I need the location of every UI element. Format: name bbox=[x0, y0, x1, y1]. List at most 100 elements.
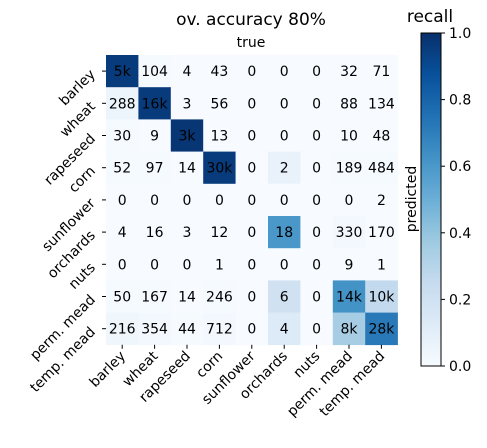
heatmap-cell bbox=[170, 119, 204, 152]
cell-value-label: 0 bbox=[280, 64, 289, 80]
heatmap-cell bbox=[300, 216, 334, 249]
colorbar-tick-label: 1.0 bbox=[449, 26, 471, 42]
heatmap-cell bbox=[106, 280, 139, 313]
x-tick-label: barley bbox=[87, 348, 129, 390]
heatmap-cell bbox=[235, 151, 269, 185]
cell-value-label: 30 bbox=[113, 129, 131, 145]
cell-value-label: 50 bbox=[113, 290, 131, 306]
heatmap-cell bbox=[268, 87, 301, 120]
heatmap-cell bbox=[365, 280, 398, 313]
colorbar-tick-label: 0.6 bbox=[449, 159, 471, 175]
heatmap-cell bbox=[106, 55, 139, 88]
cell-value-label: 0 bbox=[312, 129, 321, 145]
cell-value-label: 10k bbox=[368, 290, 395, 306]
heatmap-cell bbox=[106, 87, 139, 120]
cell-value-label: 0 bbox=[247, 290, 256, 306]
heatmap-cell bbox=[300, 151, 334, 185]
cell-value-label: 330 bbox=[336, 225, 363, 241]
heatmap-cell bbox=[203, 216, 236, 249]
y-tick-labels: barleywheatrapeseedcornsunflowerorchards… bbox=[27, 67, 106, 396]
cell-value-label: 0 bbox=[247, 64, 256, 80]
heatmap-cell bbox=[235, 280, 269, 313]
cell-value-label: 0 bbox=[312, 96, 321, 112]
heatmap-cell bbox=[332, 216, 366, 249]
cell-value-label: 30k bbox=[206, 161, 233, 177]
cell-value-label: 56 bbox=[210, 96, 228, 112]
cell-value-label: 288 bbox=[109, 96, 136, 112]
cell-value-label: 0 bbox=[247, 129, 256, 145]
colorbar-tick-label: 0.8 bbox=[449, 93, 471, 109]
heatmap-cell bbox=[268, 280, 301, 313]
heatmap-cell bbox=[106, 312, 139, 346]
heatmap-cell bbox=[203, 119, 236, 152]
cell-value-label: 0 bbox=[312, 290, 321, 306]
heatmap-cell bbox=[268, 248, 301, 281]
heatmap-cell bbox=[235, 87, 269, 120]
cell-value-label: 14 bbox=[178, 290, 196, 306]
cell-value-label: 28k bbox=[368, 322, 395, 338]
cell-value-label: 170 bbox=[368, 225, 395, 241]
cell-value-label: 0 bbox=[215, 193, 224, 209]
cell-value-label: 16k bbox=[142, 96, 169, 112]
heatmap-cell bbox=[365, 312, 398, 346]
heatmap-cell bbox=[300, 87, 334, 120]
colorbar-tick-label: 0.2 bbox=[449, 292, 471, 308]
colorbar bbox=[420, 32, 442, 367]
cell-value-label: 12 bbox=[210, 225, 228, 241]
heatmap-cell bbox=[365, 183, 398, 217]
cell-value-label: 484 bbox=[368, 161, 395, 177]
heatmap-cell bbox=[138, 280, 172, 313]
heatmap-cell bbox=[332, 280, 366, 313]
heatmap-cell bbox=[365, 87, 398, 120]
cell-value-label: 0 bbox=[312, 161, 321, 177]
heatmap-cell bbox=[106, 216, 139, 249]
heatmap-cell bbox=[138, 87, 172, 120]
colorbar-tick-label: 0.0 bbox=[449, 359, 471, 375]
heatmap-cell bbox=[300, 280, 334, 313]
cell-value-label: 1 bbox=[215, 257, 224, 273]
cell-value-label: 1 bbox=[377, 257, 386, 273]
heatmap-cell bbox=[268, 183, 301, 217]
cell-value-label: 0 bbox=[183, 257, 192, 273]
cell-value-label: 9 bbox=[150, 129, 159, 145]
chart-title: ov. accuracy 80% bbox=[176, 10, 326, 30]
heatmap-cell bbox=[170, 280, 204, 313]
cell-value-label: 0 bbox=[150, 257, 159, 273]
heatmap-cell bbox=[106, 183, 139, 217]
heatmap-cell bbox=[332, 55, 366, 88]
heatmap-cell bbox=[235, 183, 269, 217]
cell-value-label: 14 bbox=[178, 161, 196, 177]
heatmap-cell bbox=[170, 151, 204, 185]
heatmap-cell bbox=[106, 151, 139, 185]
cell-value-label: 189 bbox=[336, 161, 363, 177]
cell-value-label: 0 bbox=[312, 64, 321, 80]
cell-value-label: 14k bbox=[336, 290, 363, 306]
cell-value-label: 97 bbox=[146, 161, 164, 177]
heatmap-cell bbox=[138, 119, 172, 152]
cell-value-label: 0 bbox=[118, 257, 127, 273]
heatmap-cell bbox=[235, 216, 269, 249]
heatmap-cell bbox=[365, 216, 398, 249]
heatmap-cell bbox=[235, 312, 269, 346]
colorbar-tick-label: 0.4 bbox=[449, 226, 471, 242]
heatmap-cell bbox=[235, 119, 269, 152]
heatmap-cell bbox=[235, 55, 269, 88]
heatmap-cell bbox=[106, 248, 139, 281]
heatmap-cell bbox=[268, 151, 301, 185]
cell-value-label: 0 bbox=[312, 193, 321, 209]
heatmap-cell bbox=[203, 183, 236, 217]
heatmap-cell bbox=[170, 183, 204, 217]
heatmap-cell bbox=[203, 280, 236, 313]
cell-value-label: 0 bbox=[280, 129, 289, 145]
cell-value-label: 246 bbox=[206, 290, 233, 306]
y-axis-title: predicted bbox=[404, 166, 420, 232]
heatmap-cell bbox=[268, 312, 301, 346]
cell-value-label: 354 bbox=[141, 322, 168, 338]
heatmap-cell bbox=[106, 119, 139, 152]
cell-value-label: 0 bbox=[247, 257, 256, 273]
heatmap-cell bbox=[332, 248, 366, 281]
cell-value-label: 0 bbox=[280, 96, 289, 112]
cell-value-label: 2 bbox=[280, 161, 289, 177]
heatmap-cell bbox=[332, 87, 366, 120]
